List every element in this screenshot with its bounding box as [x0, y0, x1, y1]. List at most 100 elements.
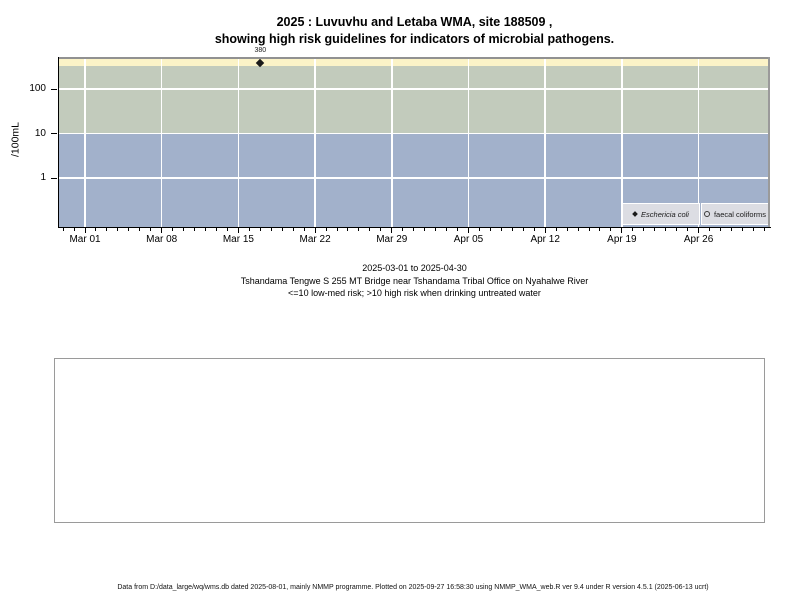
- x-tick-minor: [687, 228, 689, 231]
- x-tick-major: [467, 228, 469, 233]
- x-tick-minor: [62, 228, 64, 231]
- x-tick-minor: [259, 228, 261, 231]
- x-tick-minor: [555, 228, 557, 231]
- x-tick-minor: [248, 228, 250, 231]
- x-tick-label: Apr 19: [607, 234, 637, 245]
- x-tick-minor: [709, 228, 711, 231]
- x-tick-minor: [763, 228, 765, 231]
- x-tick-label: Mar 08: [146, 234, 178, 245]
- x-tick-minor: [577, 228, 579, 231]
- x-tick-major: [698, 228, 700, 233]
- legend-label-faecal-coliforms: faecal coliforms: [713, 209, 767, 219]
- x-tick-minor: [215, 228, 217, 231]
- x-tick-minor: [226, 228, 228, 231]
- x-tick-minor: [654, 228, 656, 231]
- x-tick-minor: [730, 228, 732, 231]
- x-tick-minor: [741, 228, 743, 231]
- x-tick-minor: [720, 228, 721, 231]
- x-tick-minor: [194, 228, 196, 231]
- x-tick-minor: [522, 228, 524, 231]
- legend-item-ecoli: Eschericia coli: [622, 203, 700, 225]
- x-tick-major: [544, 228, 546, 233]
- y-axis-title: /100mL: [9, 121, 22, 158]
- x-tick-minor: [643, 228, 645, 231]
- x-tick-minor: [95, 228, 97, 231]
- band-very-high-band: [59, 59, 770, 66]
- x-gridline: [467, 59, 470, 227]
- y-tick-label: 10: [34, 127, 46, 139]
- x-gridline: [391, 59, 393, 227]
- caption-date-range: 2025-03-01 to 2025-04-30: [362, 263, 467, 273]
- x-tick-minor: [358, 228, 360, 231]
- x-tick-major: [391, 228, 393, 233]
- x-tick-minor: [128, 228, 130, 231]
- legend-item-faecal-coliforms: faecal coliforms: [701, 203, 769, 225]
- y-tick-mark: [51, 133, 57, 134]
- x-tick-minor: [610, 228, 612, 231]
- x-tick-minor: [489, 228, 491, 231]
- x-gridline: [84, 59, 86, 227]
- x-tick-minor: [281, 228, 283, 231]
- x-tick-minor: [292, 228, 294, 231]
- x-gridline: [621, 59, 623, 227]
- x-tick-minor: [500, 228, 502, 231]
- y-tick-mark: [51, 88, 57, 90]
- y-tick-label: 1: [40, 172, 46, 183]
- x-tick-minor: [150, 228, 152, 231]
- x-tick-minor: [599, 228, 601, 231]
- x-gridline: [314, 59, 316, 227]
- plot-frame-top: [59, 57, 770, 59]
- chart-title-line2: showing high risk guidelines for indicat…: [214, 32, 615, 46]
- x-tick-label: Mar 15: [222, 234, 254, 245]
- y-gridline: [59, 177, 770, 179]
- chart-title-line1: 2025 : Luvuvhu and Letaba WMA, site 1885…: [276, 15, 553, 29]
- x-tick-minor: [478, 228, 480, 231]
- plot-frame-right: [768, 57, 770, 227]
- open-circle-icon: [703, 211, 710, 217]
- filled-diamond-icon: [632, 211, 638, 217]
- x-tick-minor: [457, 228, 459, 231]
- x-tick-minor: [369, 228, 371, 231]
- chart-title: 2025 : Luvuvhu and Letaba WMA, site 1885…: [59, 14, 770, 48]
- band-high-risk-band: [59, 65, 770, 134]
- x-gridline: [697, 59, 700, 227]
- x-tick-label: Mar 29: [376, 234, 408, 245]
- x-tick-minor: [106, 228, 108, 231]
- x-tick-minor: [533, 228, 535, 231]
- x-tick-minor: [380, 228, 382, 231]
- x-tick-minor: [511, 228, 513, 231]
- legend-label-ecoli: Eschericia coli: [641, 209, 689, 219]
- x-gridline: [544, 59, 546, 227]
- x-tick-minor: [205, 228, 207, 231]
- x-tick-minor: [632, 228, 634, 231]
- y-tick-label: 100: [29, 83, 46, 94]
- x-tick-major: [314, 228, 316, 233]
- x-tick-minor: [347, 228, 349, 231]
- y-gridline: [59, 132, 770, 135]
- caption-site-description: Tshandama Tengwe S 255 MT Bridge near Ts…: [240, 275, 589, 286]
- x-tick-minor: [336, 228, 338, 231]
- x-tick-major: [84, 228, 86, 233]
- x-tick-minor: [752, 228, 754, 231]
- empty-info-box: [54, 358, 765, 523]
- x-tick-label: Mar 01: [69, 234, 101, 245]
- caption-risk-guideline: <=10 low-med risk; >10 high risk when dr…: [288, 288, 541, 299]
- y-axis-line: [58, 57, 59, 228]
- x-tick-minor: [665, 228, 667, 231]
- x-tick-minor: [566, 228, 568, 231]
- caption-block: 2025-03-01 to 2025-04-30 Tshandama Tengw…: [59, 262, 770, 300]
- x-tick-minor: [402, 228, 404, 231]
- x-tick-minor: [183, 228, 185, 231]
- x-tick-minor: [446, 228, 448, 231]
- x-tick-minor: [676, 228, 678, 231]
- x-tick-minor: [73, 228, 75, 231]
- data-point-label: 380: [254, 47, 267, 54]
- plot-area: Eschericia coli faecal coliforms: [59, 57, 770, 227]
- x-tick-minor: [117, 228, 119, 231]
- x-tick-major: [237, 228, 239, 233]
- x-tick-minor: [172, 228, 174, 231]
- x-gridline: [160, 59, 163, 227]
- y-tick-mark: [51, 177, 57, 179]
- x-tick-minor: [270, 228, 272, 231]
